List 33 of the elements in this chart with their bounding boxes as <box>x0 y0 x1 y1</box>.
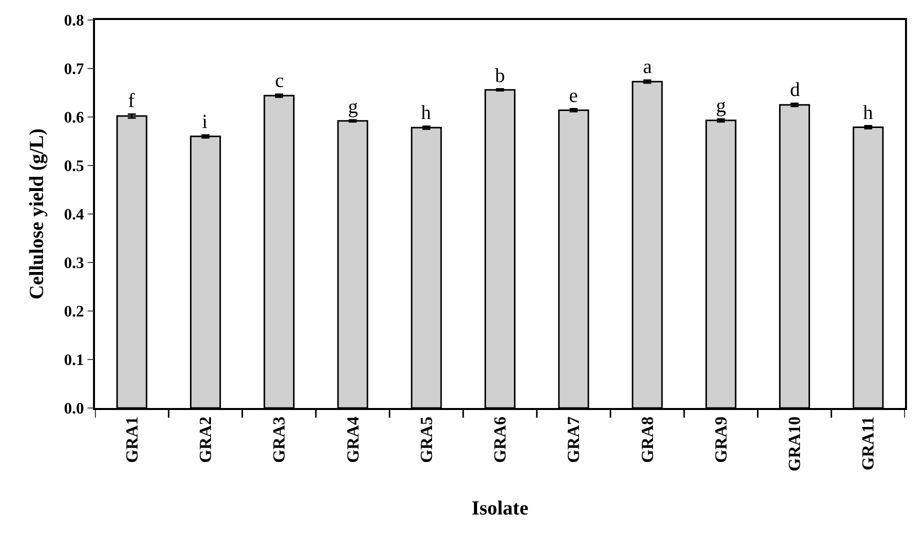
x-tick-label: GRA11 <box>858 416 878 470</box>
x-tick-label: GRA2 <box>196 416 215 463</box>
y-tick-label: 0.0 <box>64 400 84 418</box>
y-tick-label: 0.7 <box>64 61 84 78</box>
annotation: g <box>716 95 726 117</box>
annotation: a <box>643 56 652 78</box>
y-tick-label: 0.4 <box>64 206 84 224</box>
x-axis-title: Isolate <box>472 497 528 520</box>
annotation: h <box>863 102 873 124</box>
x-tick-label: GRA7 <box>564 416 584 463</box>
x-tick-label: GRA8 <box>638 416 657 463</box>
y-tick-label: 0.3 <box>64 255 84 272</box>
y-tick-label: 0.6 <box>64 110 84 127</box>
annotation: b <box>495 65 505 87</box>
annotation: g <box>348 96 358 118</box>
y-tick-label: 0.2 <box>64 304 84 321</box>
annotation: i <box>202 111 208 133</box>
x-tick-label: GRA3 <box>270 416 289 463</box>
annotation: c <box>275 70 284 92</box>
x-tick-label: GRA5 <box>416 416 436 463</box>
x-tick-label: GRA9 <box>711 416 730 463</box>
annotation: f <box>128 90 135 112</box>
annotation: e <box>569 85 578 107</box>
annotation: h <box>421 102 431 124</box>
y-tick-label: 0.8 <box>64 12 84 30</box>
y-tick-label: 0.5 <box>64 158 84 176</box>
x-tick-label: GRA10 <box>785 416 804 472</box>
x-tick-label: GRA4 <box>343 416 362 463</box>
x-tick-label: GRA6 <box>490 416 510 463</box>
x-tick-label: GRA1 <box>122 416 142 463</box>
y-tick-label: 0.1 <box>64 352 84 370</box>
annotation: d <box>790 79 800 101</box>
y-axis-title: Cellulose yield (g/L) <box>26 128 48 300</box>
